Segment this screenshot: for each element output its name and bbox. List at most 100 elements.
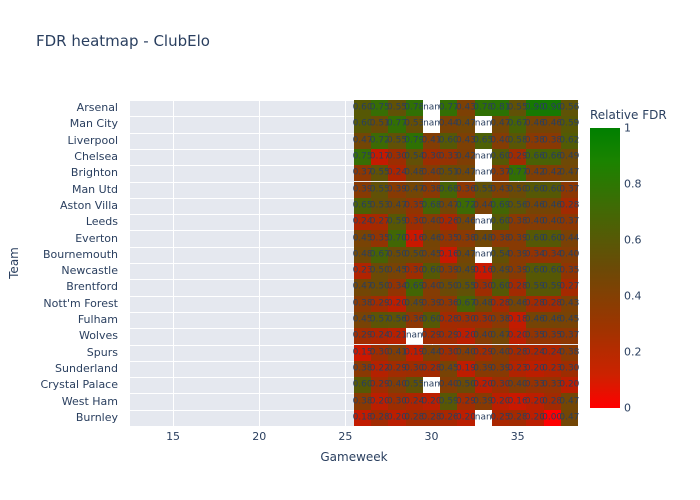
heatmap-cell[interactable]: 0.22 xyxy=(370,360,390,378)
heatmap-cell[interactable]: 0.40 xyxy=(387,377,407,394)
heatmap-cell[interactable]: 0.35 xyxy=(404,197,424,215)
heatmap-cell[interactable]: 0.28 xyxy=(542,295,562,312)
heatmap-cell[interactable]: 0.60 xyxy=(439,132,459,149)
heatmap-cell[interactable]: 0.90 xyxy=(542,100,562,117)
heatmap-cell[interactable]: 0.38 xyxy=(353,295,373,312)
heatmap-cell[interactable]: 0.33 xyxy=(439,148,459,166)
heatmap-cell[interactable]: 0.55 xyxy=(473,181,493,198)
heatmap-cell[interactable]: 0.40 xyxy=(559,246,579,263)
heatmap-cell[interactable]: 0.20 xyxy=(525,360,545,378)
heatmap-cell[interactable]: 0.51 xyxy=(439,165,459,182)
heatmap-cell[interactable]: 0.28 xyxy=(559,197,579,215)
heatmap-cell[interactable]: 0.30 xyxy=(387,148,407,166)
heatmap-cell[interactable]: 0.39 xyxy=(490,360,510,378)
heatmap-cell[interactable]: nan xyxy=(405,328,423,345)
heatmap-cell[interactable]: 0.55 xyxy=(508,100,528,117)
heatmap-cell[interactable]: 0.49 xyxy=(559,148,579,166)
heatmap-cell[interactable]: 0.33 xyxy=(525,377,545,394)
heatmap-cell[interactable]: 0.20 xyxy=(490,393,510,410)
heatmap-cell[interactable]: 0.29 xyxy=(456,393,476,410)
heatmap-cell[interactable]: 0.41 xyxy=(387,344,407,361)
heatmap-cell[interactable]: 0.30 xyxy=(473,279,493,296)
heatmap-cell[interactable]: 0.40 xyxy=(439,377,459,394)
heatmap-cell[interactable]: 0.23 xyxy=(508,360,528,378)
heatmap-cell[interactable]: 0.46 xyxy=(525,116,545,133)
heatmap-cell[interactable]: 0.44 xyxy=(473,197,493,215)
heatmap-cell[interactable]: 0.60 xyxy=(353,100,373,117)
heatmap-cell[interactable]: 0.21 xyxy=(387,328,407,345)
heatmap-cell[interactable]: 0.38 xyxy=(490,230,510,247)
heatmap-cell[interactable]: nan xyxy=(474,214,492,231)
heatmap-cell[interactable]: 0.29 xyxy=(353,328,373,345)
heatmap-cell[interactable]: 0.38 xyxy=(559,344,579,361)
heatmap-cell[interactable]: 0.29 xyxy=(508,148,528,166)
heatmap-cell[interactable]: 0.59 xyxy=(387,214,407,231)
heatmap-cell[interactable]: 0.50 xyxy=(370,263,390,280)
heatmap-cell[interactable]: 0.26 xyxy=(439,214,459,231)
heatmap-cell[interactable]: 0.40 xyxy=(490,132,510,149)
heatmap-cell[interactable]: 0.45 xyxy=(353,230,373,247)
heatmap-cell[interactable]: 0.77 xyxy=(439,100,459,117)
heatmap-cell[interactable]: 0.24 xyxy=(387,165,407,182)
heatmap-cell[interactable]: 0.47 xyxy=(559,165,579,182)
heatmap-cell[interactable]: 0.34 xyxy=(387,279,407,296)
heatmap-cell[interactable]: 0.38 xyxy=(490,311,510,329)
heatmap-cell[interactable]: 0.20 xyxy=(387,409,407,426)
heatmap-cell[interactable]: 0.40 xyxy=(422,279,442,296)
heatmap-cell[interactable]: 0.46 xyxy=(422,230,442,247)
heatmap-cell[interactable]: 0.36 xyxy=(439,295,459,312)
heatmap-cell[interactable]: 0.27 xyxy=(370,214,390,231)
heatmap-cell[interactable]: 0.20 xyxy=(559,377,579,394)
heatmap-cell[interactable]: 0.29 xyxy=(473,344,493,361)
heatmap-cell[interactable]: 0.72 xyxy=(370,132,390,149)
heatmap-cell[interactable]: 0.29 xyxy=(422,328,442,345)
heatmap-cell[interactable]: 0.28 xyxy=(508,409,528,426)
heatmap-cell[interactable]: 0.47 xyxy=(387,197,407,215)
heatmap-cell[interactable]: 0.30 xyxy=(387,393,407,410)
heatmap-cell[interactable]: 0.30 xyxy=(439,344,459,361)
heatmap-cell[interactable]: 0.43 xyxy=(490,181,510,198)
heatmap-cell[interactable]: 0.55 xyxy=(370,165,390,182)
heatmap-cell[interactable]: 0.18 xyxy=(353,409,373,426)
heatmap-cell[interactable]: 0.38 xyxy=(422,181,442,198)
heatmap-cell[interactable]: 0.51 xyxy=(370,116,390,133)
heatmap-cell[interactable]: nan xyxy=(474,165,492,182)
heatmap-cell[interactable]: 0.39 xyxy=(508,230,528,247)
heatmap-cell[interactable]: 0.29 xyxy=(370,377,390,394)
heatmap-cell[interactable]: 0.47 xyxy=(456,165,476,182)
heatmap-cell[interactable]: 0.47 xyxy=(353,279,373,296)
heatmap-cell[interactable]: 0.43 xyxy=(559,295,579,312)
heatmap-cell[interactable]: 0.20 xyxy=(473,377,493,394)
heatmap-cell[interactable]: 0.39 xyxy=(473,360,493,378)
heatmap-cell[interactable]: 0.60 xyxy=(525,230,545,247)
heatmap-cell[interactable]: 0.44 xyxy=(422,344,442,361)
heatmap-cell[interactable]: 0.69 xyxy=(404,279,424,296)
heatmap-cell[interactable]: 0.38 xyxy=(508,214,528,231)
heatmap-cell[interactable]: 0.55 xyxy=(404,377,424,394)
heatmap-cell[interactable]: 0.36 xyxy=(456,181,476,198)
heatmap-cell[interactable]: 0.16 xyxy=(508,393,528,410)
heatmap-cell[interactable]: 0.16 xyxy=(439,246,459,263)
heatmap-cell[interactable]: 0.29 xyxy=(370,295,390,312)
heatmap-cell[interactable]: 0.55 xyxy=(370,181,390,198)
heatmap-cell[interactable]: 0.17 xyxy=(370,148,390,166)
heatmap-cell[interactable]: 0.28 xyxy=(525,295,545,312)
heatmap-cell[interactable]: 0.40 xyxy=(456,344,476,361)
heatmap-cell[interactable]: 0.30 xyxy=(404,214,424,231)
heatmap-cell[interactable]: 0.60 xyxy=(490,214,510,231)
heatmap-cell[interactable]: 0.24 xyxy=(353,214,373,231)
heatmap-cell[interactable]: 0.40 xyxy=(473,328,493,345)
heatmap-cell[interactable]: 0.45 xyxy=(422,246,442,263)
heatmap-cell[interactable]: 0.47 xyxy=(490,116,510,133)
heatmap-cell[interactable]: 0.28 xyxy=(404,409,424,426)
heatmap-cell[interactable]: 0.30 xyxy=(404,263,424,280)
heatmap-cell[interactable]: 0.30 xyxy=(370,344,390,361)
heatmap-cell[interactable]: nan xyxy=(474,116,492,133)
heatmap-cell[interactable]: 0.47 xyxy=(439,197,459,215)
heatmap-cell[interactable]: 0.46 xyxy=(456,214,476,231)
heatmap-cell[interactable]: 0.54 xyxy=(490,246,510,263)
heatmap-cell[interactable]: 0.70 xyxy=(387,230,407,247)
heatmap-cell[interactable]: nan xyxy=(474,409,492,426)
heatmap-cell[interactable]: 0.47 xyxy=(353,132,373,149)
heatmap-cell[interactable]: 0.28 xyxy=(422,409,442,426)
